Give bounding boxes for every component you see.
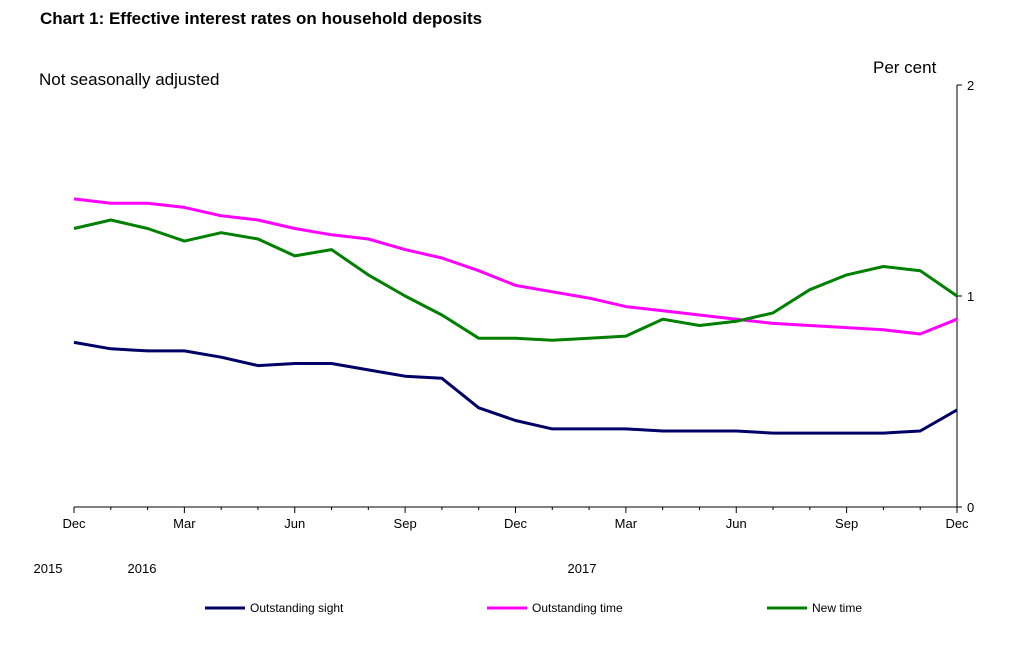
year-label: 2015 [34,561,63,576]
year-label: 2016 [128,561,157,576]
x-tick-label: Jun [726,516,747,531]
series-line-outstanding-time [73,197,958,336]
x-tick-label: Jun [284,516,305,531]
year-label: 2017 [568,561,597,576]
x-tick-label: Sep [394,516,417,531]
legend-label: Outstanding time [532,601,623,615]
y-axis-label: Per cent [873,58,937,77]
y-tick-label: 2 [967,78,974,93]
chart-subtitle: Not seasonally adjusted [39,70,220,89]
y-tick-label: 0 [967,500,974,515]
x-tick-label: Dec [945,516,969,531]
x-tick-label: Dec [504,516,528,531]
x-tick-label: Mar [173,516,196,531]
series-line-new-time [73,218,958,342]
x-tick-label: Dec [62,516,86,531]
legend-label: New time [812,601,862,615]
chart-title: Chart 1: Effective interest rates on hou… [40,9,483,28]
x-tick-label: Mar [615,516,638,531]
series-line-outstanding-sight [73,340,958,435]
y-tick-label: 1 [967,289,974,304]
x-tick-label: Sep [835,516,858,531]
legend-label: Outstanding sight [250,601,344,615]
